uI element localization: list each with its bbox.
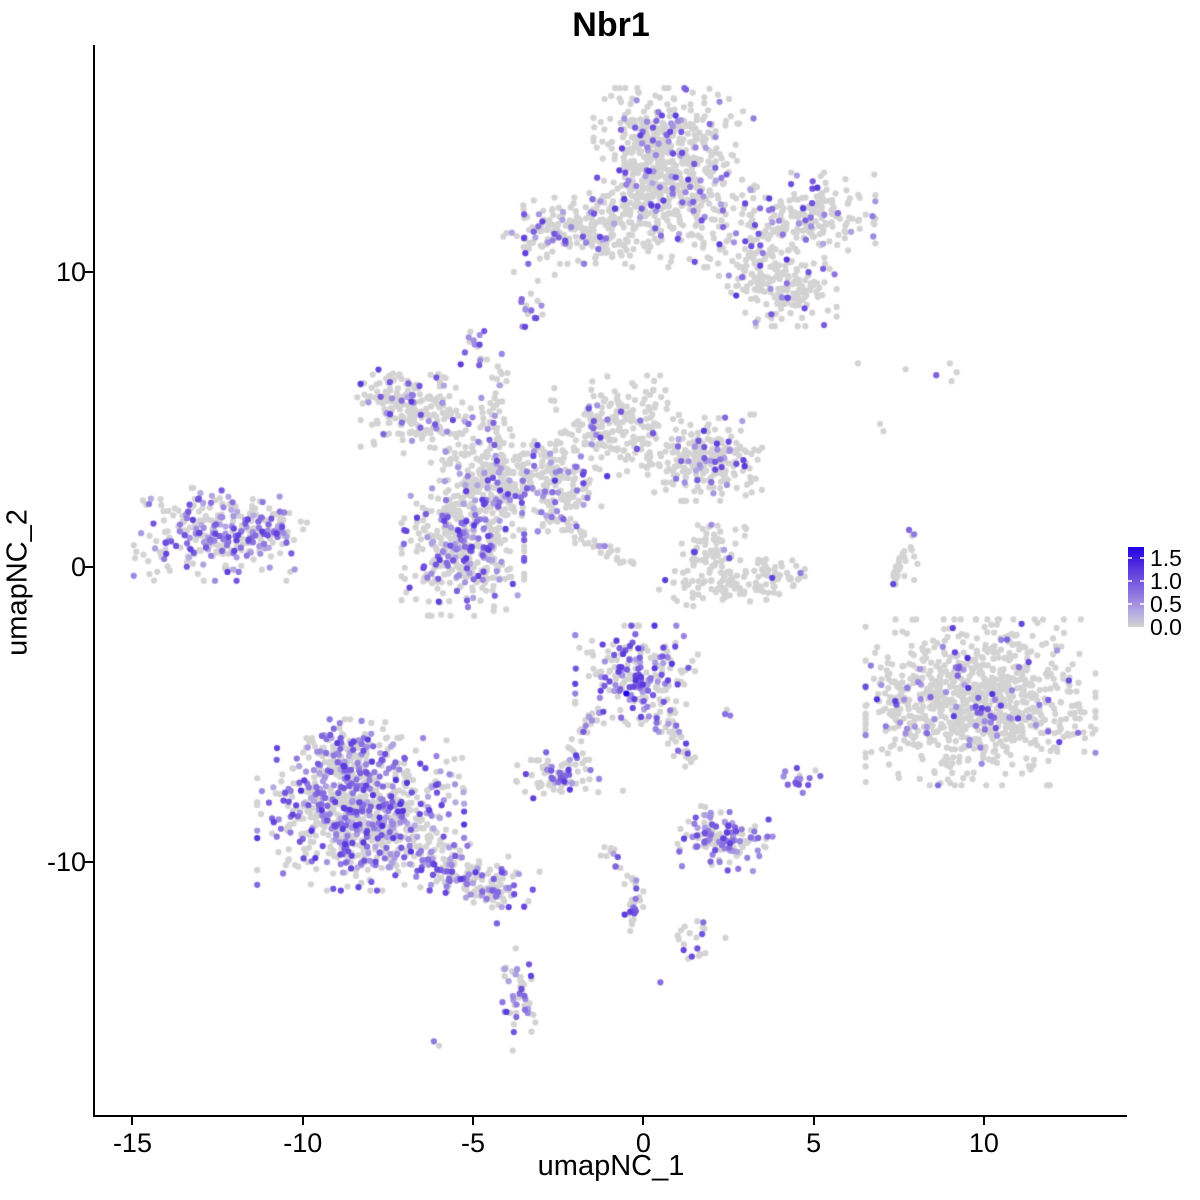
page-title: Nbr1 — [572, 6, 650, 44]
legend-notch — [1128, 580, 1132, 583]
legend-notch — [1128, 603, 1132, 606]
legend-notch — [1140, 603, 1144, 606]
x-tick-label: 10 — [968, 1128, 999, 1158]
y-axis-line — [93, 45, 95, 1117]
colorbar-gradient — [1128, 547, 1144, 627]
y-tick-mark — [85, 565, 93, 568]
y-tick-label: 10 — [55, 256, 86, 287]
x-tick-label: -15 — [112, 1128, 152, 1158]
x-tick-label: -5 — [461, 1128, 486, 1158]
x-tick-mark — [472, 1117, 475, 1125]
x-axis-line — [93, 1115, 1127, 1117]
x-tick-label: 0 — [635, 1128, 651, 1158]
x-tick-label: -10 — [283, 1128, 323, 1158]
y-tick-label: -10 — [46, 846, 86, 877]
legend-notch — [1128, 557, 1132, 560]
legend-tick-label: 0.0 — [1150, 614, 1182, 640]
x-tick-mark — [812, 1117, 815, 1125]
x-tick-mark — [131, 1117, 134, 1125]
legend-tick-label: 1.5 — [1150, 545, 1182, 572]
y-tick-mark — [85, 270, 93, 273]
x-tick-label: 5 — [806, 1128, 822, 1158]
legend-notch — [1140, 557, 1144, 560]
legend-tick-label: 0.5 — [1150, 591, 1182, 618]
x-axis-title: umapNC_1 — [537, 1150, 685, 1182]
x-tick-mark — [301, 1117, 304, 1125]
legend-notch — [1140, 580, 1144, 583]
y-tick-mark — [85, 860, 93, 863]
x-tick-mark — [982, 1117, 985, 1125]
legend-tick-label: 1.0 — [1150, 568, 1182, 595]
y-tick-label: 0 — [70, 551, 86, 582]
y-axis-title: umapNC_2 — [1, 509, 34, 656]
x-tick-mark — [642, 1117, 645, 1125]
